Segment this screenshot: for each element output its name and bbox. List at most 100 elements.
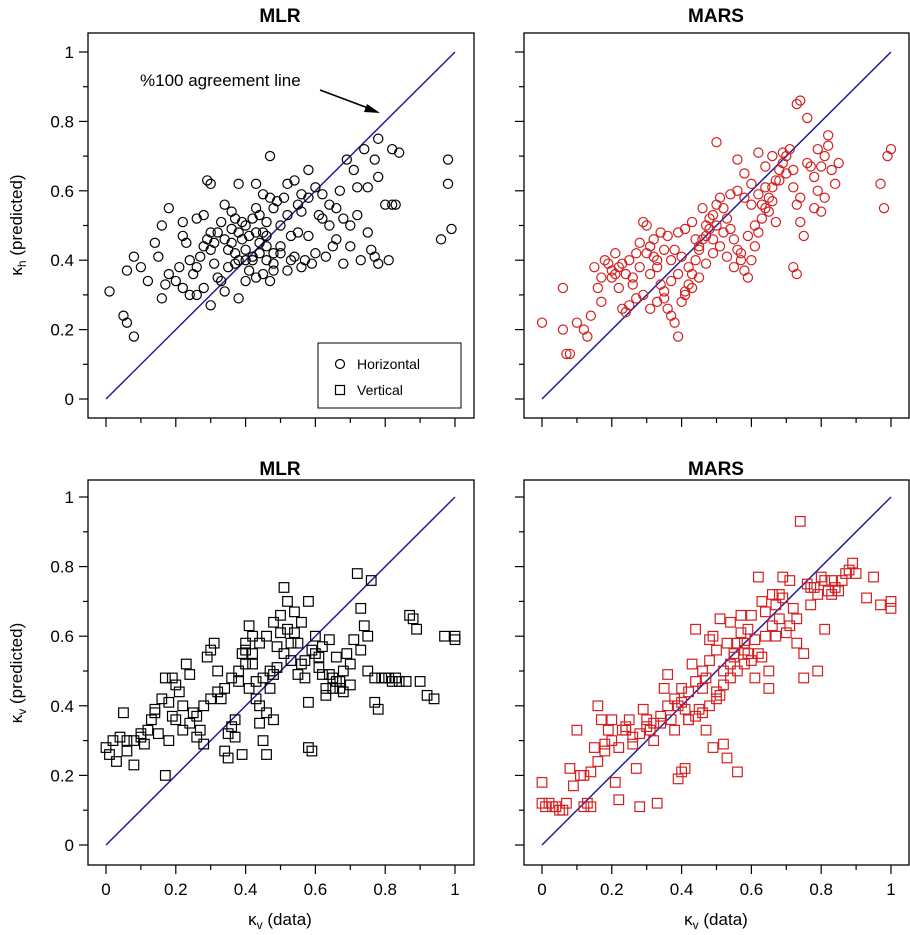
data-point-square xyxy=(282,623,293,635)
legend-square-marker xyxy=(334,384,346,396)
x-tick-label: 0.4 xyxy=(234,880,258,899)
data-point-circle xyxy=(669,244,680,255)
data-point-square xyxy=(114,731,126,743)
y-tick-label: 0.8 xyxy=(50,112,74,131)
data-point-circle xyxy=(386,143,398,155)
data-point-square xyxy=(711,693,722,705)
data-point-square xyxy=(243,620,255,632)
plot-frame xyxy=(523,479,910,866)
data-point-circle xyxy=(749,220,761,231)
data-point-square xyxy=(421,689,433,701)
data-point-square xyxy=(376,672,388,684)
data-point-square xyxy=(261,749,272,760)
data-point-circle xyxy=(728,234,740,245)
data-point-square xyxy=(236,749,248,760)
data-point-circle xyxy=(606,272,618,283)
data-point-circle xyxy=(205,178,216,190)
data-point-circle xyxy=(317,189,328,200)
data-point-square xyxy=(275,627,286,639)
data-point-square xyxy=(798,672,810,684)
data-point-square xyxy=(369,696,381,708)
data-point-square xyxy=(243,682,255,694)
data-point-circle xyxy=(233,293,244,304)
data-point-circle xyxy=(383,255,394,266)
data-point-circle xyxy=(163,202,175,214)
data-point-square xyxy=(327,682,339,694)
data-point-circle xyxy=(250,272,262,283)
panel-title: MLR xyxy=(259,459,300,480)
data-point-circle xyxy=(174,261,185,273)
x-tick-label: 0 xyxy=(537,880,546,899)
data-point-square xyxy=(662,700,674,712)
data-point-square xyxy=(411,623,423,635)
data-point-circle xyxy=(704,213,715,224)
data-point-circle xyxy=(819,192,830,203)
data-point-circle xyxy=(208,258,220,269)
data-point-circle xyxy=(822,140,834,151)
data-point-square xyxy=(240,637,252,649)
data-point-square xyxy=(257,735,269,746)
data-point-circle xyxy=(254,209,265,221)
data-point-circle xyxy=(369,251,380,262)
data-point-circle xyxy=(233,255,244,266)
data-point-square xyxy=(770,599,782,611)
data-point-circle xyxy=(282,265,293,276)
data-point-circle xyxy=(711,137,722,148)
data-point-square xyxy=(763,682,775,694)
data-point-circle xyxy=(160,279,171,290)
data-point-square xyxy=(707,742,719,753)
x-tick-label: 1 xyxy=(886,880,895,899)
data-point-circle xyxy=(292,199,304,210)
data-point-circle xyxy=(236,216,248,228)
data-point-circle xyxy=(763,206,775,217)
data-point-circle xyxy=(327,241,339,252)
data-point-square xyxy=(383,672,395,684)
data-point-circle xyxy=(261,216,272,228)
data-point-circle xyxy=(264,150,276,162)
data-point-circle xyxy=(188,268,199,280)
data-point-circle xyxy=(282,209,293,221)
data-point-square xyxy=(588,742,600,753)
data-point-circle xyxy=(324,199,335,210)
x-tick-label: 1 xyxy=(450,880,459,899)
data-point-square xyxy=(170,714,182,726)
data-point-square xyxy=(145,714,157,726)
data-point-square xyxy=(592,700,604,712)
data-point-square xyxy=(149,703,161,715)
data-point-circle xyxy=(774,175,785,186)
data-point-circle xyxy=(247,255,258,266)
data-point-circle xyxy=(690,234,701,245)
data-point-circle xyxy=(599,255,611,266)
data-point-circle xyxy=(756,199,768,210)
data-point-square xyxy=(320,689,332,701)
data-point-square xyxy=(271,662,283,673)
data-point-circle xyxy=(268,202,279,214)
data-point-square xyxy=(777,592,789,604)
data-point-circle xyxy=(296,189,307,200)
data-point-square xyxy=(732,665,743,677)
data-point-circle xyxy=(718,227,729,238)
data-point-square xyxy=(752,648,764,659)
data-point-square xyxy=(745,609,757,621)
data-point-square xyxy=(355,602,367,614)
data-point-square xyxy=(791,637,803,649)
data-point-circle xyxy=(658,244,670,255)
data-point-circle xyxy=(215,216,227,228)
data-point-square xyxy=(868,571,879,583)
data-point-square xyxy=(742,648,754,659)
data-point-square xyxy=(679,763,691,774)
data-point-circle xyxy=(345,241,356,252)
x-tick-label: 0.2 xyxy=(164,880,188,899)
panel-mars-horizontal: MARS xyxy=(515,6,910,427)
data-point-square xyxy=(334,676,346,687)
data-point-square xyxy=(613,794,625,806)
data-point-square xyxy=(718,665,729,677)
data-point-square xyxy=(414,676,426,687)
data-point-circle xyxy=(271,196,283,207)
data-point-circle xyxy=(781,168,792,179)
data-point-circle xyxy=(802,112,813,124)
agreement-line xyxy=(105,496,456,846)
data-point-square xyxy=(341,648,353,659)
data-point-circle xyxy=(777,147,789,158)
data-point-square xyxy=(390,672,402,684)
